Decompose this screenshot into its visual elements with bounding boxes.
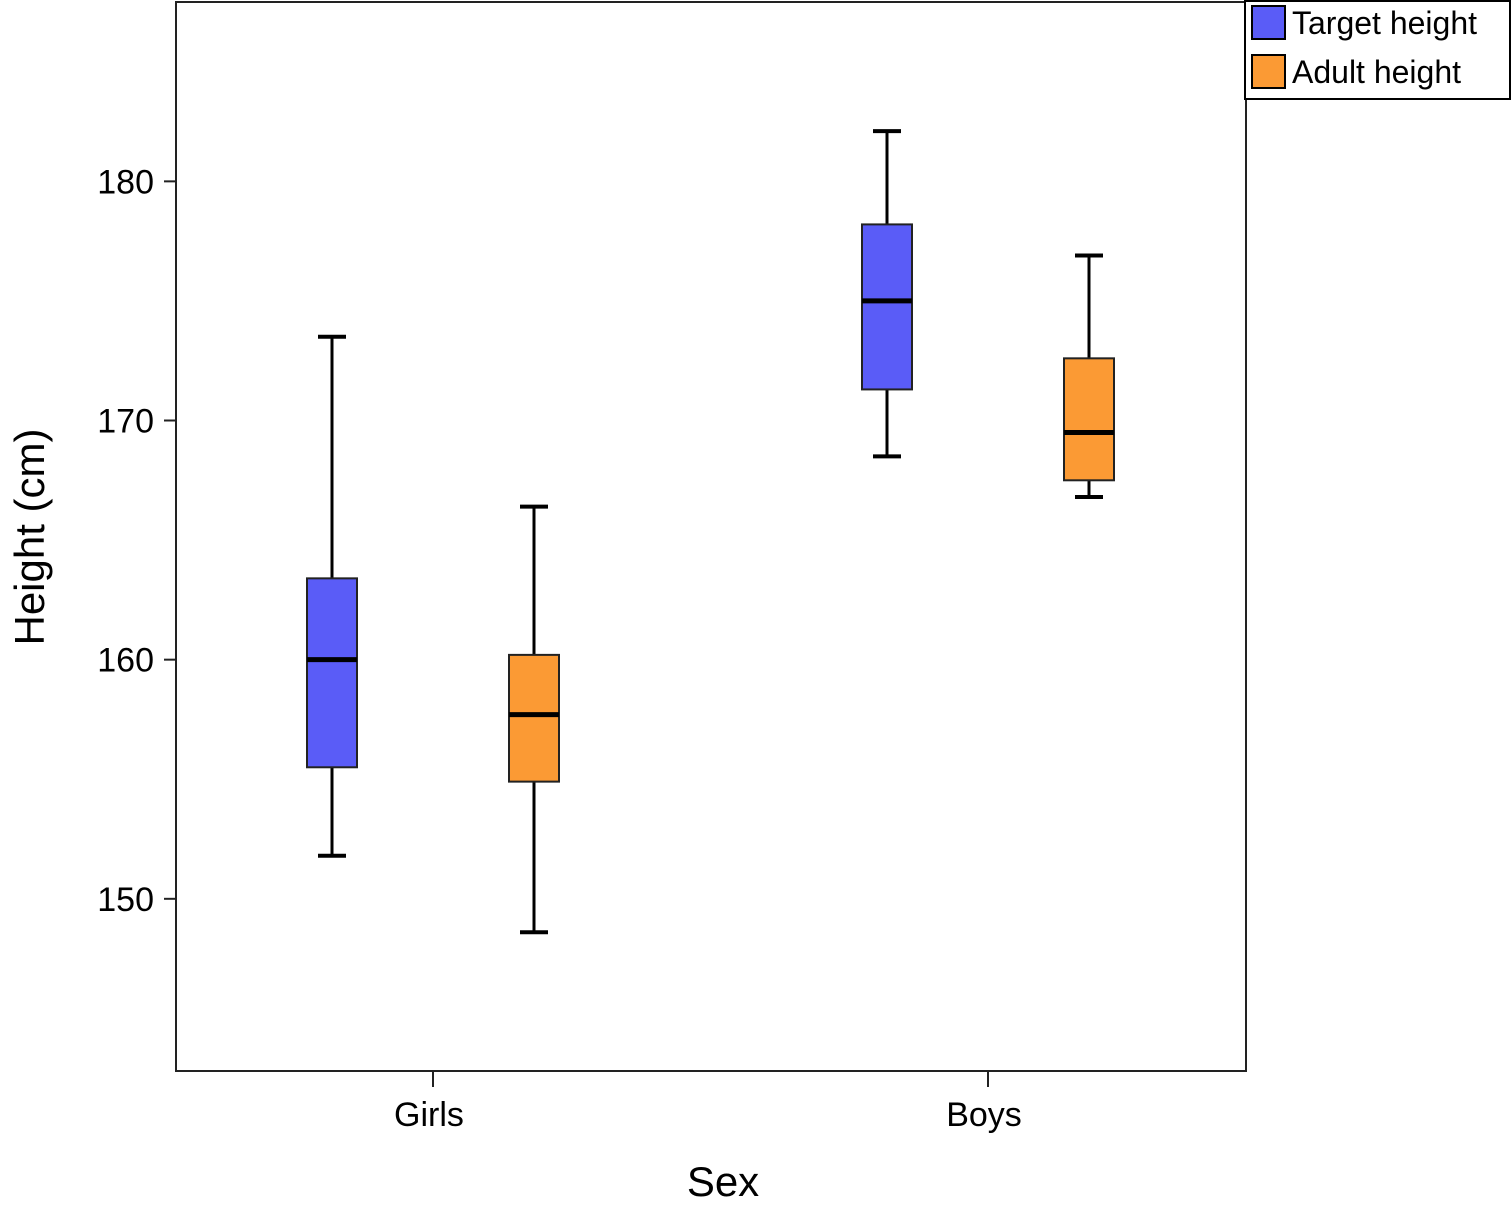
box-target-height-boys — [861, 129, 913, 459]
iqr-box — [306, 577, 358, 769]
box-adult-height-boys — [1063, 253, 1115, 500]
iqr-box — [1063, 357, 1115, 482]
axes-layer: 150 160 170 180 Girls Boys Sex Height (cm) — [6, 1, 1247, 1205]
legend: Target height Adult height — [1244, 0, 1511, 100]
plot-layer — [306, 129, 1115, 935]
plot-frame — [175, 1, 1247, 1072]
y-tick-label: 170 — [97, 403, 154, 441]
legend-label: Adult height — [1292, 54, 1461, 90]
x-axis-label: Sex — [687, 1158, 759, 1205]
legend-frame — [1244, 0, 1511, 100]
x-category-label: Girls — [394, 1096, 464, 1134]
legend-label: Target height — [1292, 5, 1477, 41]
legend-swatch — [1251, 54, 1286, 89]
y-tick-label: 160 — [97, 642, 154, 680]
iqr-box — [508, 653, 560, 783]
y-tick-label: 150 — [97, 881, 154, 919]
x-category-label: Boys — [946, 1096, 1022, 1134]
iqr-box — [861, 223, 913, 391]
legend-swatch — [1251, 5, 1286, 40]
y-axis-label: Height (cm) — [6, 428, 53, 645]
box-adult-height-girls — [508, 504, 560, 935]
y-tick-label: 180 — [97, 163, 154, 201]
box-target-height-girls — [306, 334, 358, 858]
